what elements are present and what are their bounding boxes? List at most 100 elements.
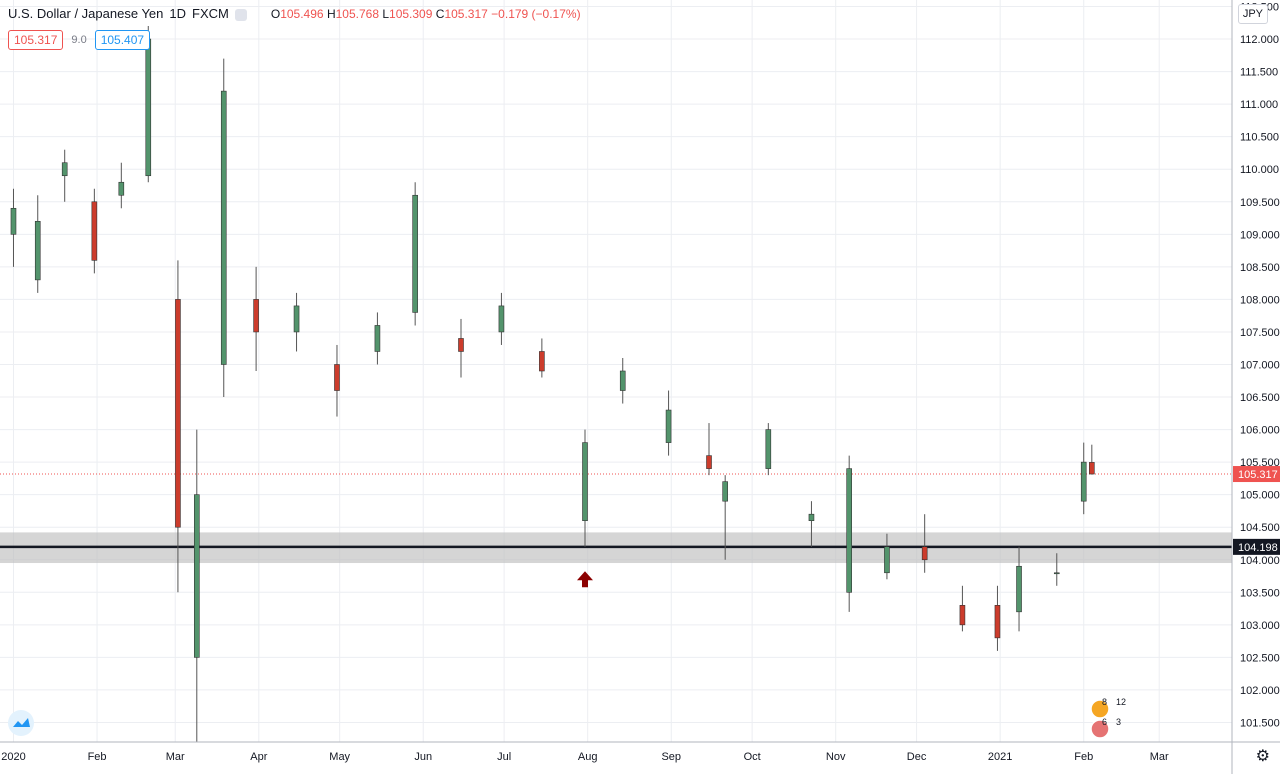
y-tick-label: 108.000	[1240, 294, 1280, 306]
candle-body	[619, 370, 626, 391]
support-level-label: 104.198	[1238, 542, 1278, 554]
event-count-1: 8	[1102, 697, 1108, 707]
candle-body	[220, 90, 227, 365]
candle-body	[884, 546, 890, 574]
candle-body	[582, 442, 588, 522]
event-count-3: 6	[1102, 717, 1108, 727]
y-tick-label: 110.000	[1240, 164, 1279, 176]
candle-body	[921, 546, 928, 561]
candle-body	[1016, 565, 1022, 613]
chart-grid	[0, 0, 1232, 742]
candle-body	[91, 201, 98, 261]
x-tick-label: May	[329, 751, 350, 763]
y-tick-label: 101.500	[1240, 717, 1280, 729]
x-tick-label: Feb	[88, 751, 107, 763]
events-badge[interactable]: 8 12 6 3	[1088, 696, 1128, 742]
x-tick-label: 2020	[1, 751, 25, 763]
y-tick-label: 109.500	[1240, 197, 1280, 209]
x-tick-label: Mar	[166, 751, 185, 763]
candle-body	[808, 513, 815, 522]
open-value: 105.496	[280, 6, 324, 21]
y-tick-label: 108.500	[1240, 262, 1280, 274]
y-tick-label: 103.500	[1240, 587, 1280, 599]
candle-body	[145, 38, 152, 177]
interval-label[interactable]: 1D	[169, 6, 187, 21]
y-tick-label: 109.000	[1240, 229, 1280, 241]
y-tick-label: 111.000	[1240, 99, 1278, 111]
x-tick-label: Mar	[1150, 751, 1169, 763]
candle-body	[959, 605, 966, 626]
y-tick-label: 102.500	[1240, 652, 1280, 664]
candle-body	[293, 305, 300, 333]
y-tick-label: 106.000	[1240, 425, 1280, 437]
ohlc-values: O105.496 H105.768 L105.309 C105.317 −0.1…	[270, 6, 581, 21]
candle-body	[118, 181, 125, 196]
candle-body	[253, 299, 259, 333]
candle-body	[846, 468, 852, 593]
candle-body	[994, 605, 1001, 639]
candle-body	[1080, 461, 1087, 502]
logo-icon[interactable]	[8, 710, 34, 736]
candle-body	[175, 299, 181, 528]
x-tick-label: 2021	[988, 751, 1012, 763]
x-tick-label: Jul	[497, 751, 511, 763]
candle-body	[334, 364, 340, 391]
x-tick-label: Feb	[1074, 751, 1093, 763]
candle-body	[665, 409, 672, 443]
y-tick-label: 102.000	[1240, 685, 1280, 697]
event-count-4: 3	[1116, 717, 1122, 727]
x-tick-label: Nov	[826, 751, 846, 763]
close-value: 105.317	[444, 6, 488, 21]
candle-body	[1053, 572, 1060, 575]
y-tick-label: 111.500	[1240, 67, 1278, 79]
candlesticks	[10, 26, 1095, 742]
x-tick-label: Sep	[661, 751, 681, 763]
y-tick-label: 110.500	[1240, 132, 1279, 144]
last-price-label-box	[1233, 466, 1280, 483]
candle-body	[458, 338, 464, 352]
candle-body	[498, 305, 505, 333]
spread-value: 9.0	[71, 34, 87, 46]
candle-body	[1089, 462, 1095, 475]
support-level-label-box	[1233, 538, 1280, 555]
y-tick-label: 106.500	[1240, 392, 1280, 404]
candle-body	[412, 194, 418, 313]
y-tick-label: 104.500	[1240, 522, 1280, 534]
x-tick-label: Oct	[744, 751, 761, 763]
x-tick-label: Jun	[414, 751, 432, 763]
y-tick-label: 112.000	[1240, 34, 1279, 46]
y-tick-label: 105.000	[1240, 490, 1280, 502]
flag-icon	[1090, 699, 1110, 719]
high-value: 105.768	[335, 6, 379, 21]
chevron-up-arrow-icon	[576, 571, 593, 588]
candle-body	[193, 494, 200, 658]
symbol-title[interactable]: U.S. Dollar / Japanese Yen	[8, 6, 164, 21]
candle-body	[61, 162, 68, 177]
x-tick-label: Apr	[250, 751, 267, 763]
y-tick-label: 107.500	[1240, 327, 1280, 339]
x-tick-label: Dec	[907, 751, 927, 763]
x-tick-label: Aug	[578, 751, 598, 763]
last-price-label: 105.317	[1238, 469, 1278, 481]
legend-hide-button[interactable]	[234, 8, 247, 21]
y-tick-label: 103.000	[1240, 620, 1280, 632]
candle-body	[34, 220, 41, 281]
change-value: −0.179 (−0.17%)	[491, 6, 581, 21]
candle-body	[722, 481, 728, 502]
source-label: FXCM	[192, 6, 229, 21]
candle-body	[10, 207, 17, 235]
candle-body	[706, 455, 712, 469]
symbol-legend: U.S. Dollar / Japanese Yen 1D FXCM O105.…	[8, 6, 581, 21]
sell-button[interactable]: 105.317	[8, 30, 64, 50]
candle-body	[765, 429, 772, 469]
trade-panel: 105.317 9.0 105.407	[8, 30, 151, 50]
low-value: 105.309	[389, 6, 433, 21]
gear-icon[interactable]: ⚙	[1255, 748, 1270, 765]
currency-button[interactable]: JPY	[1237, 4, 1268, 24]
y-tick-label: 107.000	[1240, 359, 1280, 371]
candle-body	[374, 325, 381, 352]
y-tick-label: 104.000	[1240, 555, 1280, 567]
buy-button[interactable]: 105.407	[94, 30, 151, 50]
